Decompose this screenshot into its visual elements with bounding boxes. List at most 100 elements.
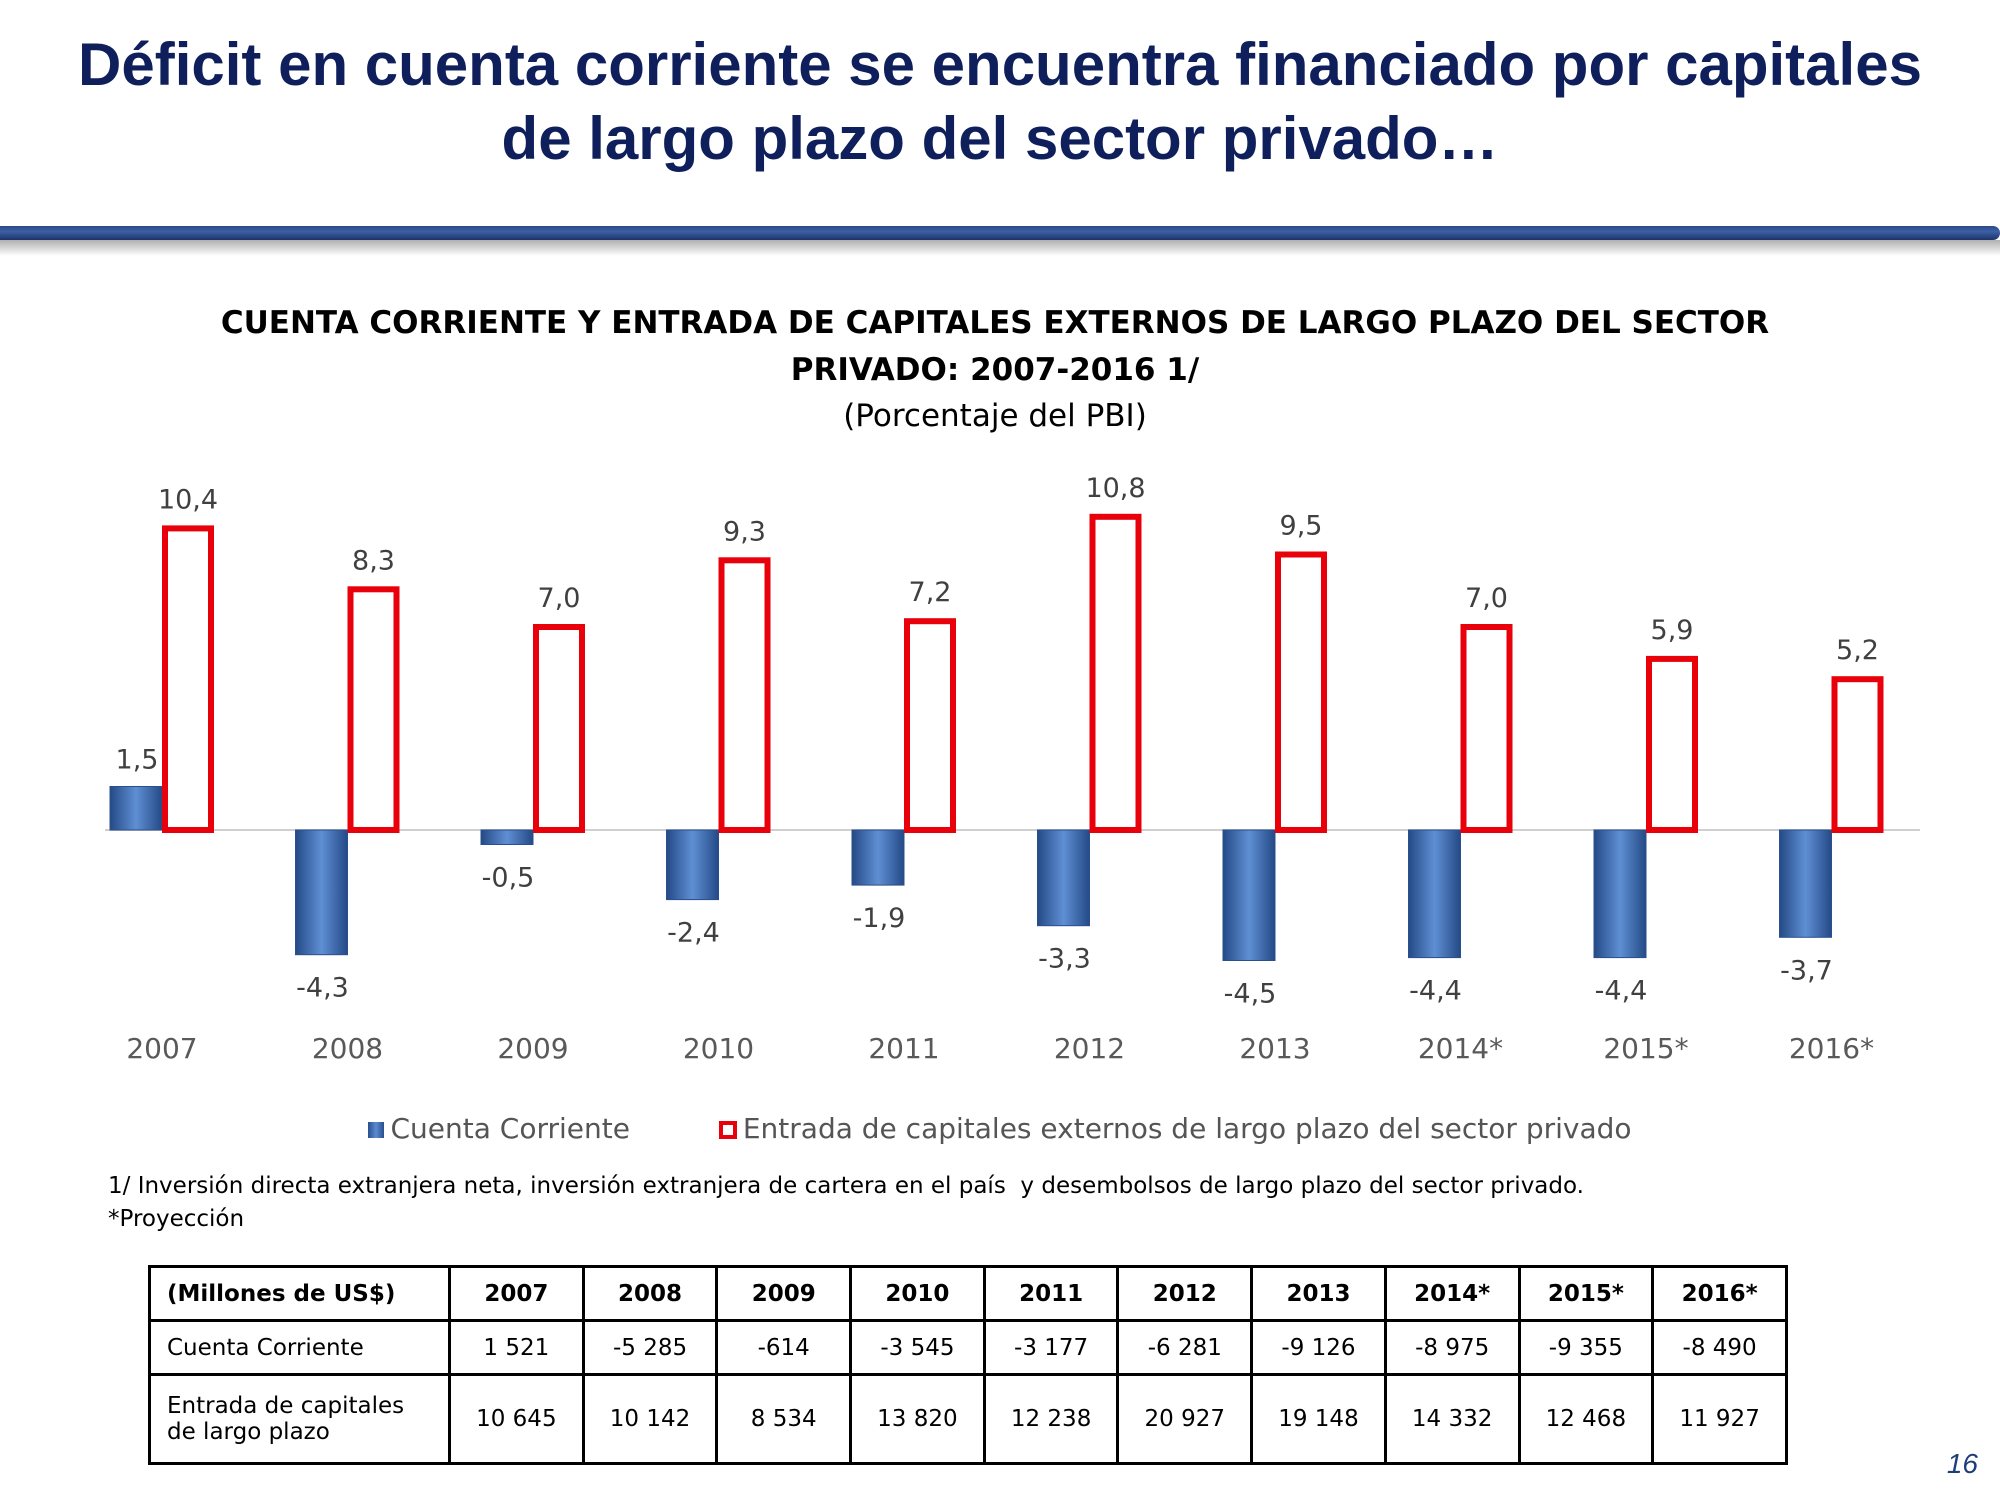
table-header-year: 2015* [1519,1267,1653,1321]
data-label-cuenta-corriente: -4,4 [1409,976,1462,1007]
x-axis-tick-label: 2013 [1239,1032,1310,1065]
data-label-cuenta-corriente: -1,9 [853,903,906,934]
table-cell: -614 [717,1321,851,1375]
table-cell: 10 142 [583,1375,717,1464]
data-label-cuenta-corriente: -4,3 [296,973,349,1004]
table-header-year: 2009 [717,1267,851,1321]
footnote-2: *Proyección [108,1203,1584,1236]
x-axis-tick-label: 2016* [1789,1032,1874,1065]
data-label-cuenta-corriente: -3,7 [1780,955,1833,986]
data-label-entrada-capitales: 5,9 [1651,615,1694,646]
footnotes: 1/ Inversión directa extranjera neta, in… [108,1170,1584,1236]
table-cell: 10 645 [450,1375,584,1464]
table-header-year: 2013 [1252,1267,1386,1321]
table-header-label: (Millones de US$) [150,1267,450,1321]
table-cell: 1 521 [450,1321,584,1375]
table-header-year: 2014* [1385,1267,1519,1321]
legend-swatch-red [719,1121,737,1139]
bar-cuenta-corriente [110,787,162,831]
table-cell: -9 126 [1252,1321,1386,1375]
bar-cuenta-corriente [1780,830,1832,937]
x-axis-tick-label: 2010 [683,1032,754,1065]
bar-entrada-capitales [722,560,768,830]
table-header-year: 2010 [851,1267,985,1321]
legend-swatch-blue [368,1122,384,1138]
bar-cuenta-corriente [667,830,719,900]
table-cell: 20 927 [1118,1375,1252,1464]
table-cell: -3 177 [984,1321,1118,1375]
table-cell: -3 545 [851,1321,985,1375]
table-cell: 19 148 [1252,1375,1386,1464]
table-row-label: Entrada de capitales de largo plazo [150,1375,450,1464]
bar-entrada-capitales [536,627,582,830]
table-cell: 14 332 [1385,1375,1519,1464]
bar-entrada-capitales [1278,555,1324,831]
data-label-cuenta-corriente: 1,5 [116,745,159,776]
x-axis-tick-label: 2014* [1418,1032,1503,1065]
x-axis-tick-label: 2009 [497,1032,568,1065]
table-header-row: (Millones de US$) 2007 2008 2009 2010 20… [150,1267,1787,1321]
x-axis-tick-label: 2007 [126,1032,197,1065]
legend-label-entrada-capitales: Entrada de capitales externos de largo p… [743,1112,1632,1145]
table-cell: 12 468 [1519,1375,1653,1464]
bar-cuenta-corriente [1594,830,1646,958]
table-cell: 12 238 [984,1375,1118,1464]
table-cell: 13 820 [851,1375,985,1464]
x-axis-tick-label: 2008 [312,1032,383,1065]
page-number: 16 [1947,1448,1978,1480]
table-cell: -9 355 [1519,1321,1653,1375]
data-label-entrada-capitales: 7,0 [538,583,581,614]
data-label-cuenta-corriente: -0,5 [482,863,535,894]
legend-item-cuenta-corriente: Cuenta Corriente [368,1112,629,1145]
table-row-label: Cuenta Corriente [150,1321,450,1375]
data-label-cuenta-corriente: -3,3 [1038,944,1091,975]
bar-entrada-capitales [1649,659,1695,830]
legend-item-entrada-capitales: Entrada de capitales externos de largo p… [719,1112,1632,1145]
footnote-1: 1/ Inversión directa extranjera neta, in… [108,1170,1584,1203]
data-table: (Millones de US$) 2007 2008 2009 2010 20… [148,1265,1788,1465]
bar-chart: 1,5 10,4 2007 -4,3 8,3 2008 -0,5 7,0 2009 -2,4 9,3… [0,0,2000,1110]
table-row: Entrada de capitales de largo plazo 10 6… [150,1375,1787,1464]
table-cell: 11 927 [1653,1375,1787,1464]
bar-cuenta-corriente [1409,830,1461,958]
table-row-label-line-1: Entrada de capitales [167,1393,442,1419]
data-label-entrada-capitales: 10,4 [158,484,218,515]
data-label-entrada-capitales: 9,5 [1280,511,1323,542]
data-label-entrada-capitales: 5,2 [1836,635,1879,666]
data-label-cuenta-corriente: -2,4 [667,918,720,949]
table-cell: -8 490 [1653,1321,1787,1375]
table-header-year: 2011 [984,1267,1118,1321]
bar-cuenta-corriente [1223,830,1275,961]
data-label-entrada-capitales: 9,3 [723,516,766,547]
table-cell: 8 534 [717,1375,851,1464]
table-header-year: 2008 [583,1267,717,1321]
bar-entrada-capitales [1835,679,1881,830]
table-row: Cuenta Corriente 1 521 -5 285 -614 -3 54… [150,1321,1787,1375]
table-cell: -8 975 [1385,1321,1519,1375]
table-header-year: 2007 [450,1267,584,1321]
bar-cuenta-corriente [852,830,904,885]
bar-cuenta-corriente [1038,830,1090,926]
data-label-entrada-capitales: 7,2 [909,577,952,608]
table-header-year: 2012 [1118,1267,1252,1321]
table-row-label-line-2: de largo plazo [167,1419,442,1445]
bar-entrada-capitales [1093,517,1139,830]
table-cell: -6 281 [1118,1321,1252,1375]
bar-entrada-capitales [351,589,397,830]
bar-entrada-capitales [907,621,953,830]
x-axis-tick-label: 2015* [1603,1032,1688,1065]
x-axis-tick-label: 2012 [1054,1032,1125,1065]
bar-entrada-capitales [1464,627,1510,830]
bar-entrada-capitales [165,528,211,830]
x-axis-tick-label: 2011 [868,1032,939,1065]
data-label-entrada-capitales: 10,8 [1085,473,1145,504]
data-label-entrada-capitales: 7,0 [1465,583,1508,614]
data-label-cuenta-corriente: -4,5 [1224,979,1277,1010]
bar-cuenta-corriente [481,830,533,845]
data-label-cuenta-corriente: -4,4 [1595,976,1648,1007]
legend-label-cuenta-corriente: Cuenta Corriente [390,1112,629,1145]
data-label-entrada-capitales: 8,3 [352,545,395,576]
bar-cuenta-corriente [296,830,348,955]
table-header-year: 2016* [1653,1267,1787,1321]
table-cell: -5 285 [583,1321,717,1375]
